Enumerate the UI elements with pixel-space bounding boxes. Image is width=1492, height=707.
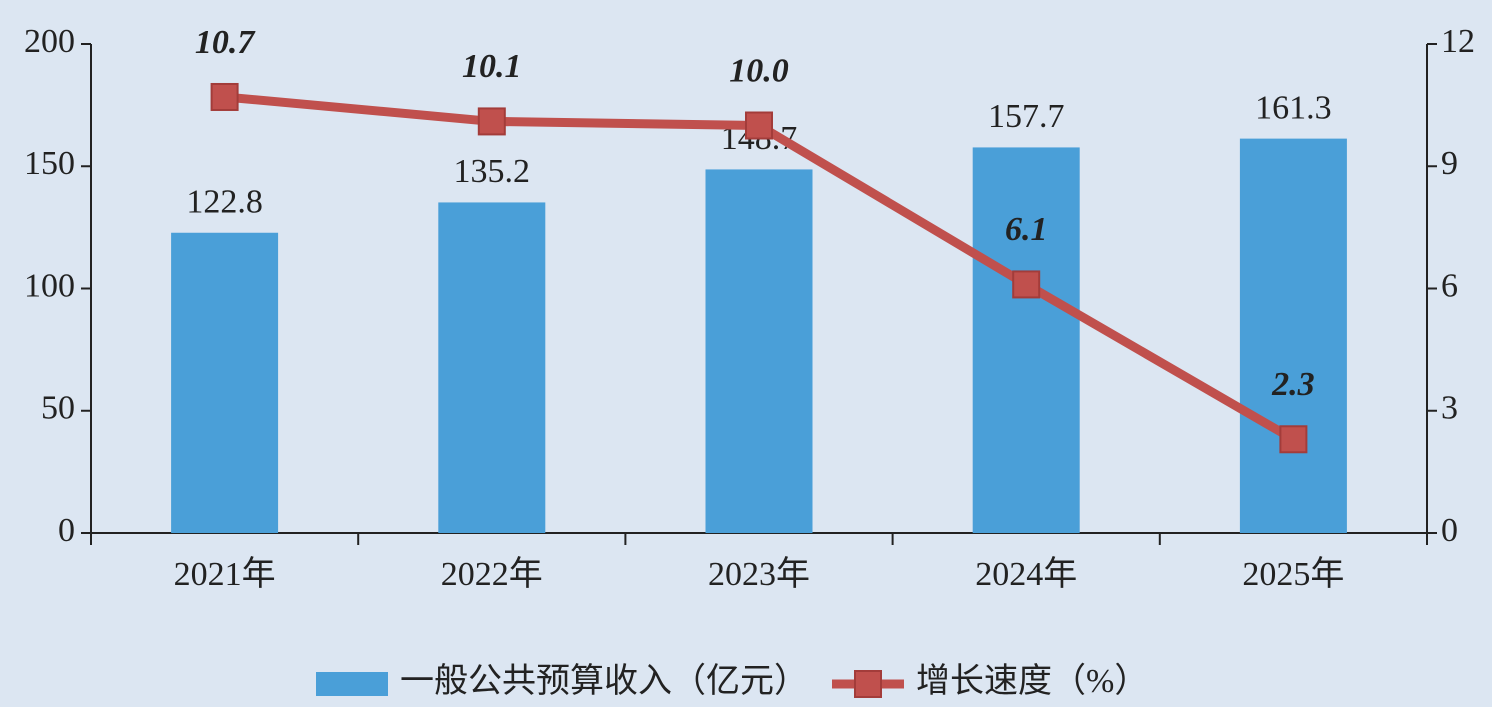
bar [1239, 138, 1347, 533]
bar [972, 147, 1080, 533]
y2-tick-label: 0 [1441, 512, 1458, 549]
bar-value-label: 135.2 [454, 153, 531, 190]
y2-tick-label: 12 [1441, 23, 1475, 60]
line-value-label: 10.0 [729, 52, 789, 89]
bar [438, 202, 546, 533]
line-marker [745, 111, 773, 140]
x-tick-label: 2025年 [1242, 555, 1344, 593]
legend-swatch [316, 672, 388, 696]
y2-tick-label: 3 [1441, 390, 1458, 427]
bar [171, 232, 279, 533]
y-tick-label: 150 [24, 145, 75, 182]
line-marker [1279, 425, 1308, 454]
x-tick-label: 2022年 [441, 555, 543, 593]
line-value-label: 10.1 [462, 48, 522, 85]
x-tick-label: 2021年 [174, 555, 276, 593]
bar [705, 169, 813, 533]
x-tick-label: 2024年 [975, 555, 1077, 593]
line-marker [1012, 270, 1041, 299]
y-tick-label: 200 [24, 23, 75, 60]
y-tick-label: 100 [24, 267, 75, 304]
line-value-label: 10.7 [195, 24, 257, 61]
bar-value-label: 157.7 [988, 98, 1065, 135]
line-value-label: 6.1 [1005, 211, 1048, 248]
y2-tick-label: 9 [1441, 145, 1458, 182]
y-tick-label: 50 [41, 390, 75, 427]
x-tick-label: 2023年 [708, 555, 810, 593]
y2-tick-label: 6 [1441, 267, 1458, 304]
line-marker [210, 82, 239, 111]
bar-value-label: 122.8 [186, 184, 263, 221]
legend-label: 一般公共预算收入（亿元） [400, 662, 808, 700]
y-tick-label: 0 [58, 512, 75, 549]
legend-label: 增长速度（%） [916, 662, 1148, 700]
bar-value-label: 161.3 [1255, 89, 1332, 126]
legend-marker [854, 670, 882, 698]
line-value-label: 2.3 [1271, 366, 1315, 403]
line-marker [477, 107, 506, 136]
